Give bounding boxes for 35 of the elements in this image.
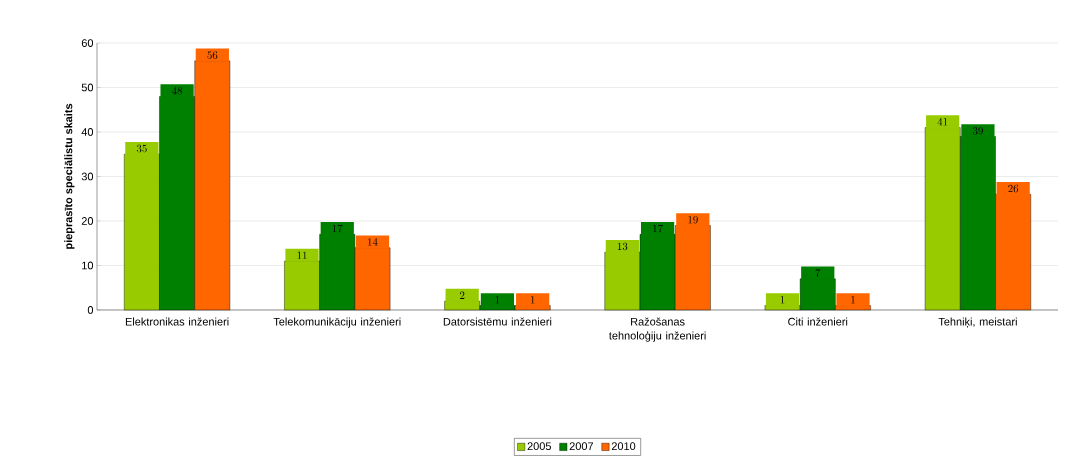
legend-label: 2007	[569, 442, 594, 451]
x-tick-label: Telekomunikāciju inženieri	[273, 317, 401, 328]
data-label: 39	[972, 126, 983, 135]
x-tick-label: Ražošanas tehnoloģiju inženieri	[609, 317, 706, 342]
legend-label: 2005	[527, 442, 551, 451]
data-label: 7	[815, 269, 821, 277]
data-label: 17	[332, 224, 343, 233]
data-label: 1	[530, 296, 535, 304]
y-tick-label: 40	[81, 128, 94, 136]
y-tick-label: 0	[87, 306, 94, 314]
data-label: 11	[297, 251, 307, 259]
data-label: 1	[495, 296, 500, 304]
data-label: 14	[368, 238, 378, 246]
y-tick-label: 10	[82, 261, 94, 270]
data-label: 19	[688, 215, 698, 224]
data-label: 13	[617, 242, 628, 251]
x-tick-label: Datorsistēmu inženieri	[443, 317, 552, 326]
data-label: 1	[851, 296, 855, 304]
x-tick-label: Tehniķi, meistari	[938, 317, 1017, 328]
data-label: 17	[653, 224, 663, 233]
data-label: 2	[460, 291, 465, 299]
data-label: 26	[1008, 184, 1019, 193]
legend-label: 2010	[611, 442, 636, 451]
y-tick-label: 50	[81, 83, 94, 92]
data-label: 56	[207, 51, 218, 59]
y-tick-label: 60	[81, 39, 94, 47]
x-tick-label: Citi inženieri	[788, 317, 848, 326]
data-label: 35	[136, 144, 147, 153]
y-tick-label: 30	[81, 172, 94, 181]
y-tick-label: 20	[81, 217, 94, 225]
x-tick-label: Elektronikas inženieri	[125, 317, 229, 326]
y-axis-title: pieprasīto speciālistu skaits	[64, 103, 75, 249]
data-label: 48	[171, 86, 183, 95]
data-label: 41	[937, 117, 948, 126]
data-label: 1	[780, 296, 785, 304]
